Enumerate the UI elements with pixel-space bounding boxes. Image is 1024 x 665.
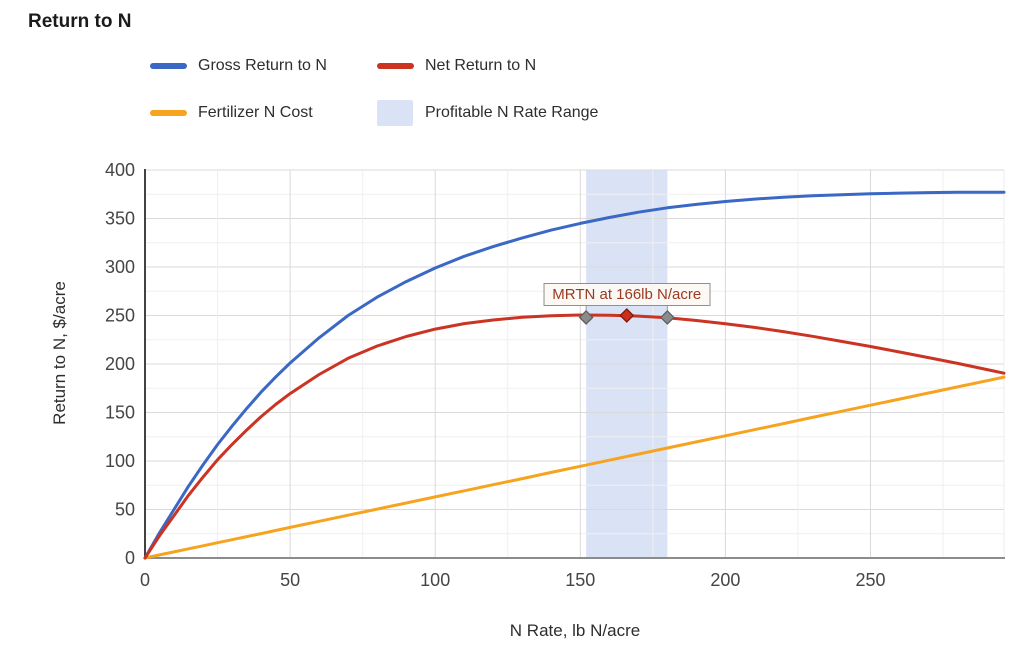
legend-item-fertilizer-cost: Fertilizer N Cost — [150, 100, 313, 126]
legend-label-fertilizer-cost: Fertilizer N Cost — [198, 104, 313, 121]
net-return-swatch-icon — [377, 63, 414, 69]
mrtn-marker-diamond — [659, 310, 675, 325]
legend-label-gross-return: Gross Return to N — [198, 57, 327, 74]
legend-label-net-return: Net Return to N — [425, 57, 537, 74]
gross-return-to-n-line — [143, 190, 1006, 560]
y-tick-label: 400 — [105, 160, 135, 180]
page-title: Return to N — [28, 11, 132, 32]
profitable-range-swatch-icon — [377, 100, 413, 126]
mrtn-marker-diamond — [619, 308, 635, 323]
y-tick-label: 100 — [105, 451, 135, 471]
gross-return-swatch-icon — [150, 63, 187, 69]
legend-item-gross-return: Gross Return to N — [150, 53, 327, 79]
fertilizer-cost-swatch-icon — [150, 110, 187, 116]
y-tick-label: 350 — [105, 209, 135, 229]
x-tick-label: 200 — [710, 570, 740, 590]
x-axis-title: N Rate, lb N/acre — [509, 621, 641, 640]
x-tick-label: 150 — [565, 570, 595, 590]
mrtn-annotation: MRTN at 166lb N/acre — [543, 283, 711, 306]
y-tick-label: 250 — [105, 306, 135, 326]
x-tick-label: 0 — [140, 570, 150, 590]
net-return-to-n-line — [143, 313, 1006, 560]
x-tick-label: 250 — [855, 570, 885, 590]
legend-label-profitable-range: Profitable N Rate Range — [425, 104, 599, 121]
y-axis-title: Return to N, $/acre — [50, 281, 69, 425]
y-tick-label: 150 — [105, 403, 135, 423]
y-tick-label: 300 — [105, 257, 135, 277]
mrtn-marker-diamond — [578, 310, 594, 325]
legend-item-net-return: Net Return to N — [377, 53, 536, 79]
y-tick-label: 50 — [115, 500, 135, 520]
y-tick-label: 0 — [125, 548, 135, 568]
x-tick-label: 50 — [280, 570, 300, 590]
fertilizer-n-cost-line — [143, 375, 1006, 560]
y-tick-label: 200 — [105, 354, 135, 374]
legend-item-profitable-range: Profitable N Rate Range — [377, 100, 598, 126]
x-tick-label: 100 — [420, 570, 450, 590]
